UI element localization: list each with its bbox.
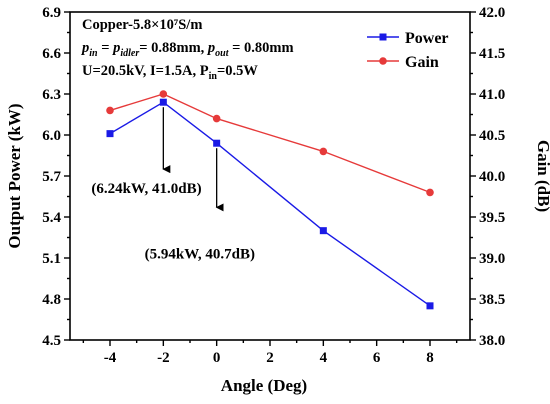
x-axis-title: Angle (Deg)	[221, 376, 307, 395]
gain-point	[319, 147, 328, 156]
annotations: (6.24kW, 41.0dB) (5.94kW, 40.7dB)	[91, 107, 255, 262]
y-right-tick-label: 38.0	[479, 333, 505, 349]
x-tick-label: -4	[104, 350, 117, 366]
y-left-tick-label: 5.7	[42, 169, 61, 185]
axes: -4 -2 0 2 4 6 8 4.5 4.8 5.1 5.4 5.7 6.0 6.3 6.6 6.9 38.0…	[42, 5, 505, 366]
power-series-line	[109, 101, 431, 307]
x-tick-label: 0	[213, 350, 221, 366]
y-right-tick-label: 41.0	[479, 87, 505, 103]
annotation-label: (5.94kW, 40.7dB)	[145, 246, 255, 262]
y-left-axis-title: Output Power (kW)	[5, 103, 24, 248]
series	[106, 90, 434, 310]
param-line-operating: U=20.5kV, I=1.5A, Pin=0.5W	[82, 63, 258, 82]
p-out-subscript: out	[215, 48, 230, 59]
y-left-tick-label: 6.3	[42, 87, 61, 103]
pout-value: = 0.80mm	[229, 40, 294, 56]
power-point	[319, 227, 327, 235]
power-point	[426, 302, 434, 310]
power-point	[213, 139, 221, 147]
x-tick-label: 2	[266, 350, 274, 366]
p-out-symbol: p	[206, 40, 215, 56]
y-right-tick-label: 40.0	[479, 169, 505, 185]
gain-point	[212, 114, 221, 123]
y-right-tick-label: 41.5	[479, 46, 505, 62]
operating-subscript: in	[209, 71, 218, 82]
x-tick-label: 6	[373, 350, 381, 366]
pin-value: = 0.88mm,	[139, 40, 208, 56]
annotation-label: (6.24kW, 41.0dB)	[91, 181, 201, 197]
p-in-symbol: p	[80, 40, 89, 56]
gain-series-line	[109, 93, 431, 194]
p-in-subscript: in	[89, 48, 98, 59]
gain-point	[159, 90, 168, 98]
y-left-tick-label: 5.1	[42, 251, 61, 267]
legend-power-label: Power	[405, 30, 449, 47]
x-tick-label: 4	[320, 350, 328, 366]
y-left-tick-label: 6.0	[42, 128, 61, 144]
x-tick-label: 8	[426, 350, 434, 366]
gain-point	[106, 106, 114, 115]
legend-gain-marker	[379, 57, 387, 65]
y-right-axis-title: Gain (dB)	[534, 140, 550, 212]
legend: Power Gain	[367, 30, 449, 71]
p-idler-subscript: idler	[120, 48, 139, 59]
y-right-tick-label: 39.0	[479, 251, 505, 267]
power-point	[106, 130, 114, 138]
y-right-tick-label: 38.5	[479, 292, 505, 308]
power-point	[159, 98, 167, 106]
y-right-tick-label: 42.0	[479, 5, 505, 21]
gain-point	[426, 188, 434, 197]
operating-tail: =0.5W	[217, 63, 258, 79]
y-left-tick-label: 5.4	[42, 210, 61, 226]
eq-1: =	[98, 40, 114, 56]
operating-main: U=20.5kV, I=1.5A, P	[82, 63, 209, 79]
text-labels: Angle (Deg) Output Power (kW) Gain (dB) …	[5, 17, 550, 395]
param-line-periods: pin = pidler= 0.88mm, pout = 0.80mm	[80, 40, 294, 59]
x-tick-label: -2	[157, 350, 170, 366]
y-right-tick-label: 40.5	[479, 128, 505, 144]
legend-power-marker	[379, 33, 387, 41]
y-left-tick-label: 4.8	[42, 292, 61, 308]
p-idler-symbol: p	[111, 40, 120, 56]
y-left-tick-label: 4.5	[42, 333, 61, 349]
param-line-material: Copper-5.8×10⁷S/m	[82, 17, 202, 33]
legend-gain-label: Gain	[405, 54, 439, 71]
y-right-tick-label: 39.5	[479, 210, 505, 226]
y-left-tick-label: 6.6	[42, 46, 61, 62]
y-left-tick-label: 6.9	[42, 5, 61, 21]
